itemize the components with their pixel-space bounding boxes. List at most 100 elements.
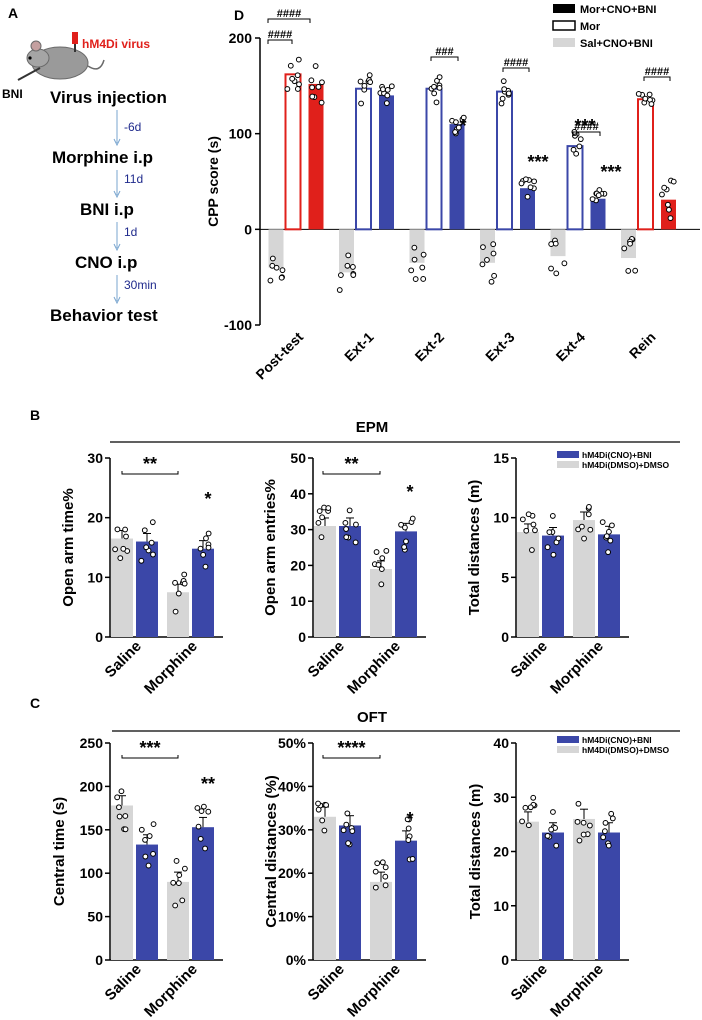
data-point <box>666 206 672 213</box>
data-point <box>532 527 538 534</box>
sig-bracket <box>121 755 179 759</box>
data-point <box>661 184 668 191</box>
data-point <box>431 83 437 90</box>
data-point <box>525 822 532 829</box>
data-point <box>198 808 205 815</box>
data-point <box>460 114 467 121</box>
data-point <box>321 827 328 834</box>
data-point <box>405 837 412 843</box>
bar-dmso <box>167 592 189 637</box>
bar-dmso <box>370 881 392 960</box>
y-tick-label: 40 <box>290 486 306 502</box>
data-point <box>308 77 315 84</box>
x-tick-label-morphine: Morphine <box>141 961 201 1020</box>
data-point <box>382 873 389 880</box>
data-point <box>524 193 531 200</box>
data-point <box>181 865 188 872</box>
legend-label-mor: Mor <box>580 21 601 33</box>
interval-2: 11d <box>124 172 143 186</box>
data-point <box>344 810 351 817</box>
data-point <box>315 519 322 526</box>
data-point <box>118 788 125 795</box>
y-tick-label: 150 <box>80 822 104 838</box>
data-point <box>518 180 525 187</box>
data-point <box>175 590 182 597</box>
data-point <box>378 566 385 573</box>
x-tick-label-saline: Saline <box>508 638 551 681</box>
bracket-ext2-label: ### <box>435 46 453 58</box>
panel-label-b: B <box>30 407 40 423</box>
x-tick-label: Rein <box>626 329 659 362</box>
data-point <box>149 519 156 526</box>
data-point <box>294 72 301 79</box>
legend-b-blue: hM4Di(CNO)+BNI <box>582 450 652 460</box>
y-tick-label: 10% <box>278 909 307 925</box>
data-point <box>203 535 209 542</box>
epm-title: EPM <box>356 419 389 436</box>
data-point <box>635 90 642 97</box>
chart-c2: 0% 10% 20% 30% 40% 50% Central distances (%) Sa… <box>263 735 426 1020</box>
bracket-ext2 <box>430 56 459 61</box>
data-point <box>197 545 204 552</box>
x-tick-label-morphine: Morphine <box>547 961 607 1020</box>
data-point <box>142 836 148 843</box>
data-point <box>176 872 183 879</box>
bar-mor <box>355 87 372 231</box>
bar-dmso <box>517 531 539 637</box>
data-point <box>603 533 610 540</box>
x-tick-label: Post-test <box>252 329 306 383</box>
y-tick-label: 20 <box>290 557 306 573</box>
data-point <box>344 262 351 269</box>
data-point <box>142 853 149 860</box>
bar-dmso <box>573 818 595 960</box>
data-point <box>420 251 427 258</box>
data-point <box>122 526 129 533</box>
legend-b: hM4Di(CNO)+BNI hM4Di(DMSO)+DMSO <box>557 450 670 470</box>
data-point <box>122 813 129 819</box>
data-point <box>267 277 274 284</box>
data-point <box>402 524 408 531</box>
sig-label: **** <box>337 738 365 758</box>
data-point <box>116 813 123 820</box>
y-tick-label: 10 <box>493 898 509 914</box>
data-point <box>409 515 416 522</box>
x-tick-label-saline: Saline <box>305 638 348 681</box>
data-point <box>501 86 508 92</box>
data-point <box>343 526 349 532</box>
star-label: * <box>406 809 413 829</box>
data-point <box>181 571 188 578</box>
y-tick-label: 250 <box>80 735 104 751</box>
chart-c1: 0 50 100 150 200 250 Central time (s) SalineMor… <box>51 735 223 1020</box>
data-point <box>436 74 443 81</box>
data-point <box>374 860 381 867</box>
data-point <box>488 278 495 285</box>
data-point <box>605 549 612 556</box>
bar-mor <box>284 73 302 231</box>
data-point <box>411 256 418 263</box>
data-point <box>323 802 330 808</box>
data-point <box>205 530 212 537</box>
data-point <box>605 842 612 849</box>
data-point <box>316 508 323 515</box>
data-point <box>181 580 188 587</box>
bar-cno-bni <box>136 541 158 637</box>
data-point <box>498 100 505 107</box>
data-point <box>479 261 486 268</box>
legend-b-gray: hM4Di(DMSO)+DMSO <box>582 460 670 470</box>
y-tick-label: 40 <box>493 735 509 751</box>
data-point <box>411 244 418 251</box>
data-point <box>500 78 507 85</box>
legend-c-gray: hM4Di(DMSO)+DMSO <box>582 745 670 755</box>
star-ext4-cno: *** <box>600 162 621 182</box>
data-point <box>546 529 553 535</box>
data-point <box>580 831 587 838</box>
y-tick-label: 50% <box>278 735 307 751</box>
y-tick-label: 10 <box>290 593 306 609</box>
x-tick-label: Ext-2 <box>412 329 448 365</box>
data-point <box>548 265 554 272</box>
data-point <box>141 527 148 534</box>
data-point <box>553 842 560 849</box>
data-point <box>585 511 592 518</box>
